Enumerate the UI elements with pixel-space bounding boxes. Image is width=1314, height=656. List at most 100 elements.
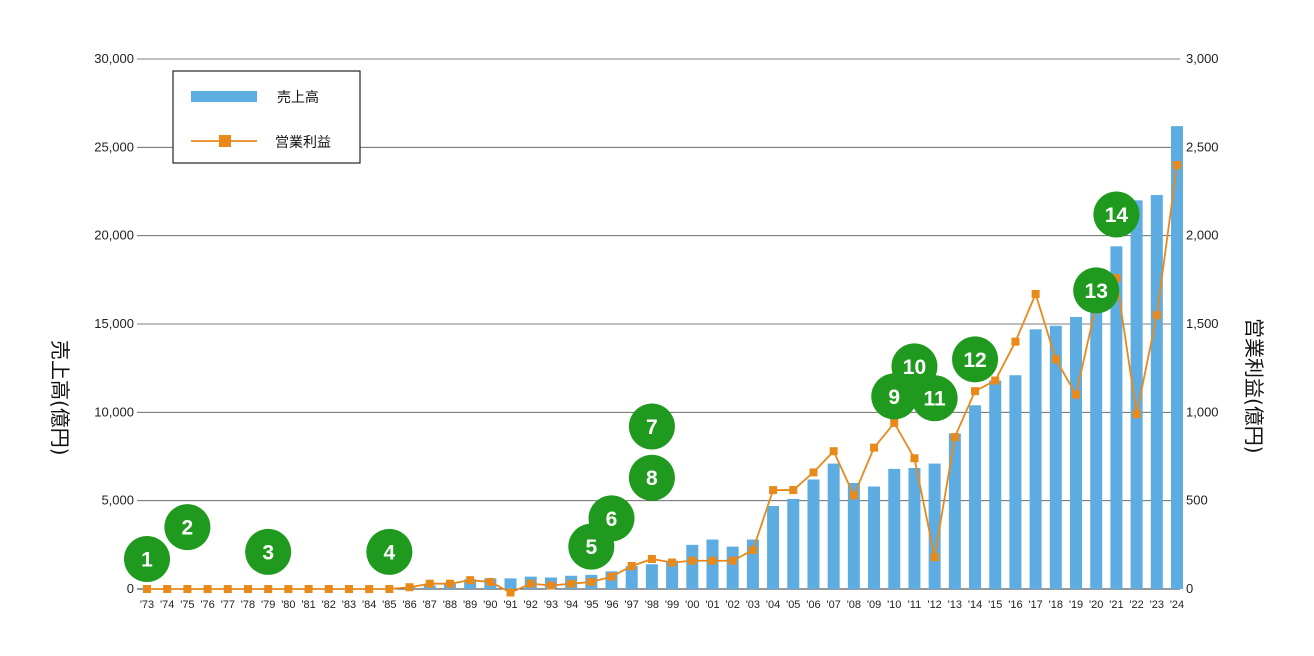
x-tick-label: '87 [423, 599, 437, 611]
milestone-badge [164, 504, 211, 551]
x-tick-label: '12 [927, 599, 941, 611]
x-tick-label: '82 [322, 599, 336, 611]
profit-marker [587, 577, 596, 586]
sales-bar [787, 498, 800, 589]
profit-polyline [147, 164, 1178, 594]
sales-bar [1009, 375, 1022, 589]
left-tick-label: 20,000 [94, 228, 134, 243]
right-tick-label: 1,000 [1186, 404, 1219, 419]
profit-marker [405, 583, 414, 592]
profit-marker [425, 579, 434, 588]
x-tick-label: '06 [806, 599, 820, 611]
x-tick-label: '22 [1129, 599, 1143, 611]
profit-marker [344, 585, 353, 593]
profit-marker [223, 585, 232, 593]
profit-marker [304, 585, 313, 593]
profit-marker [809, 468, 818, 477]
sales-bar [666, 560, 679, 589]
profit-marker [385, 585, 394, 593]
x-tick-label: '79 [261, 599, 275, 611]
x-tick-label: '99 [665, 599, 679, 611]
x-tick-label: '04 [766, 599, 780, 611]
milestone-badge [628, 403, 675, 450]
left-axis-ticks: 0 5,000 10,000 15,000 20,000 25,000 30,000 [94, 51, 134, 596]
milestone-number: 3 [262, 541, 274, 564]
milestone-badge [911, 375, 958, 422]
milestone-number: 8 [646, 467, 658, 490]
profit-marker [284, 585, 293, 593]
profit-marker [748, 546, 757, 555]
x-tick-label: '11 [908, 599, 922, 611]
profit-marker [971, 387, 980, 396]
left-axis-title: 売上高(億円) [48, 340, 72, 456]
x-tick-label: '74 [160, 599, 174, 611]
milestone-number: 9 [888, 386, 900, 409]
profit-marker [143, 585, 151, 593]
right-tick-label: 3,000 [1186, 51, 1219, 66]
profit-marker [647, 554, 656, 563]
sales-bar [1029, 329, 1042, 589]
sales-bar [908, 467, 921, 589]
profit-marker [365, 585, 374, 593]
sales-bar [625, 566, 638, 589]
x-tick-label: '78 [241, 599, 255, 611]
x-tick-label: '84 [362, 599, 376, 611]
milestone-number: 2 [182, 517, 194, 540]
profit-marker [526, 579, 535, 588]
x-tick-label: '09 [867, 599, 881, 611]
milestone-badge [1073, 267, 1120, 314]
sales-bar [948, 433, 961, 589]
x-tick-label: '73 [140, 599, 154, 611]
x-tick-label: '17 [1028, 599, 1042, 611]
sales-bar [645, 564, 658, 589]
x-tick-label: '77 [221, 599, 235, 611]
profit-marker [1031, 289, 1040, 298]
x-tick-label: '76 [200, 599, 214, 611]
right-tick-label: 2,000 [1186, 228, 1219, 243]
sales-bar [969, 405, 982, 589]
sales-bars [403, 126, 1183, 590]
sales-bar [1049, 325, 1062, 589]
sales-bar [1150, 195, 1163, 590]
profit-marker [668, 558, 677, 567]
profit-line [143, 161, 1181, 597]
x-tick-label: '98 [645, 599, 659, 611]
milestone-badge [588, 495, 635, 542]
x-tick-label: '24 [1170, 599, 1184, 611]
profit-marker [445, 579, 454, 588]
sales-bar [504, 578, 517, 589]
x-tick-label: '16 [1008, 599, 1022, 611]
legend-bar-swatch [191, 91, 257, 102]
right-tick-label: 2,500 [1186, 139, 1219, 154]
x-tick-label: '15 [988, 599, 1002, 611]
milestone-number: 12 [963, 349, 986, 372]
x-tick-label: '83 [342, 599, 356, 611]
x-tick-label: '75 [180, 599, 194, 611]
milestone-badge [952, 336, 999, 383]
right-tick-label: 1,500 [1186, 316, 1219, 331]
x-tick-label: '92 [524, 599, 538, 611]
x-tick-label: '02 [726, 599, 740, 611]
profit-marker [1112, 274, 1121, 283]
x-tick-label: '80 [281, 599, 295, 611]
legend-label-sales: 売上高 [277, 89, 319, 106]
x-tick-label: '18 [1049, 599, 1063, 611]
x-tick-label: '00 [685, 599, 699, 611]
sales-bar [847, 483, 860, 589]
profit-marker [950, 433, 959, 442]
profit-marker [991, 376, 1000, 385]
x-tick-label: '81 [301, 599, 315, 611]
x-tick-label: '89 [463, 599, 477, 611]
left-tick-label: 0 [127, 581, 134, 596]
x-tick-label: '86 [402, 599, 416, 611]
profit-marker [203, 585, 212, 593]
profit-marker [849, 491, 858, 500]
x-tick-label: '07 [826, 599, 840, 611]
x-tick-label: '05 [786, 599, 800, 611]
left-tick-label: 25,000 [94, 139, 134, 154]
sales-bar [989, 380, 1002, 589]
profit-marker [1051, 355, 1060, 364]
x-tick-label: '94 [564, 599, 578, 611]
right-tick-label: 0 [1186, 581, 1193, 596]
sales-bar [767, 505, 780, 589]
